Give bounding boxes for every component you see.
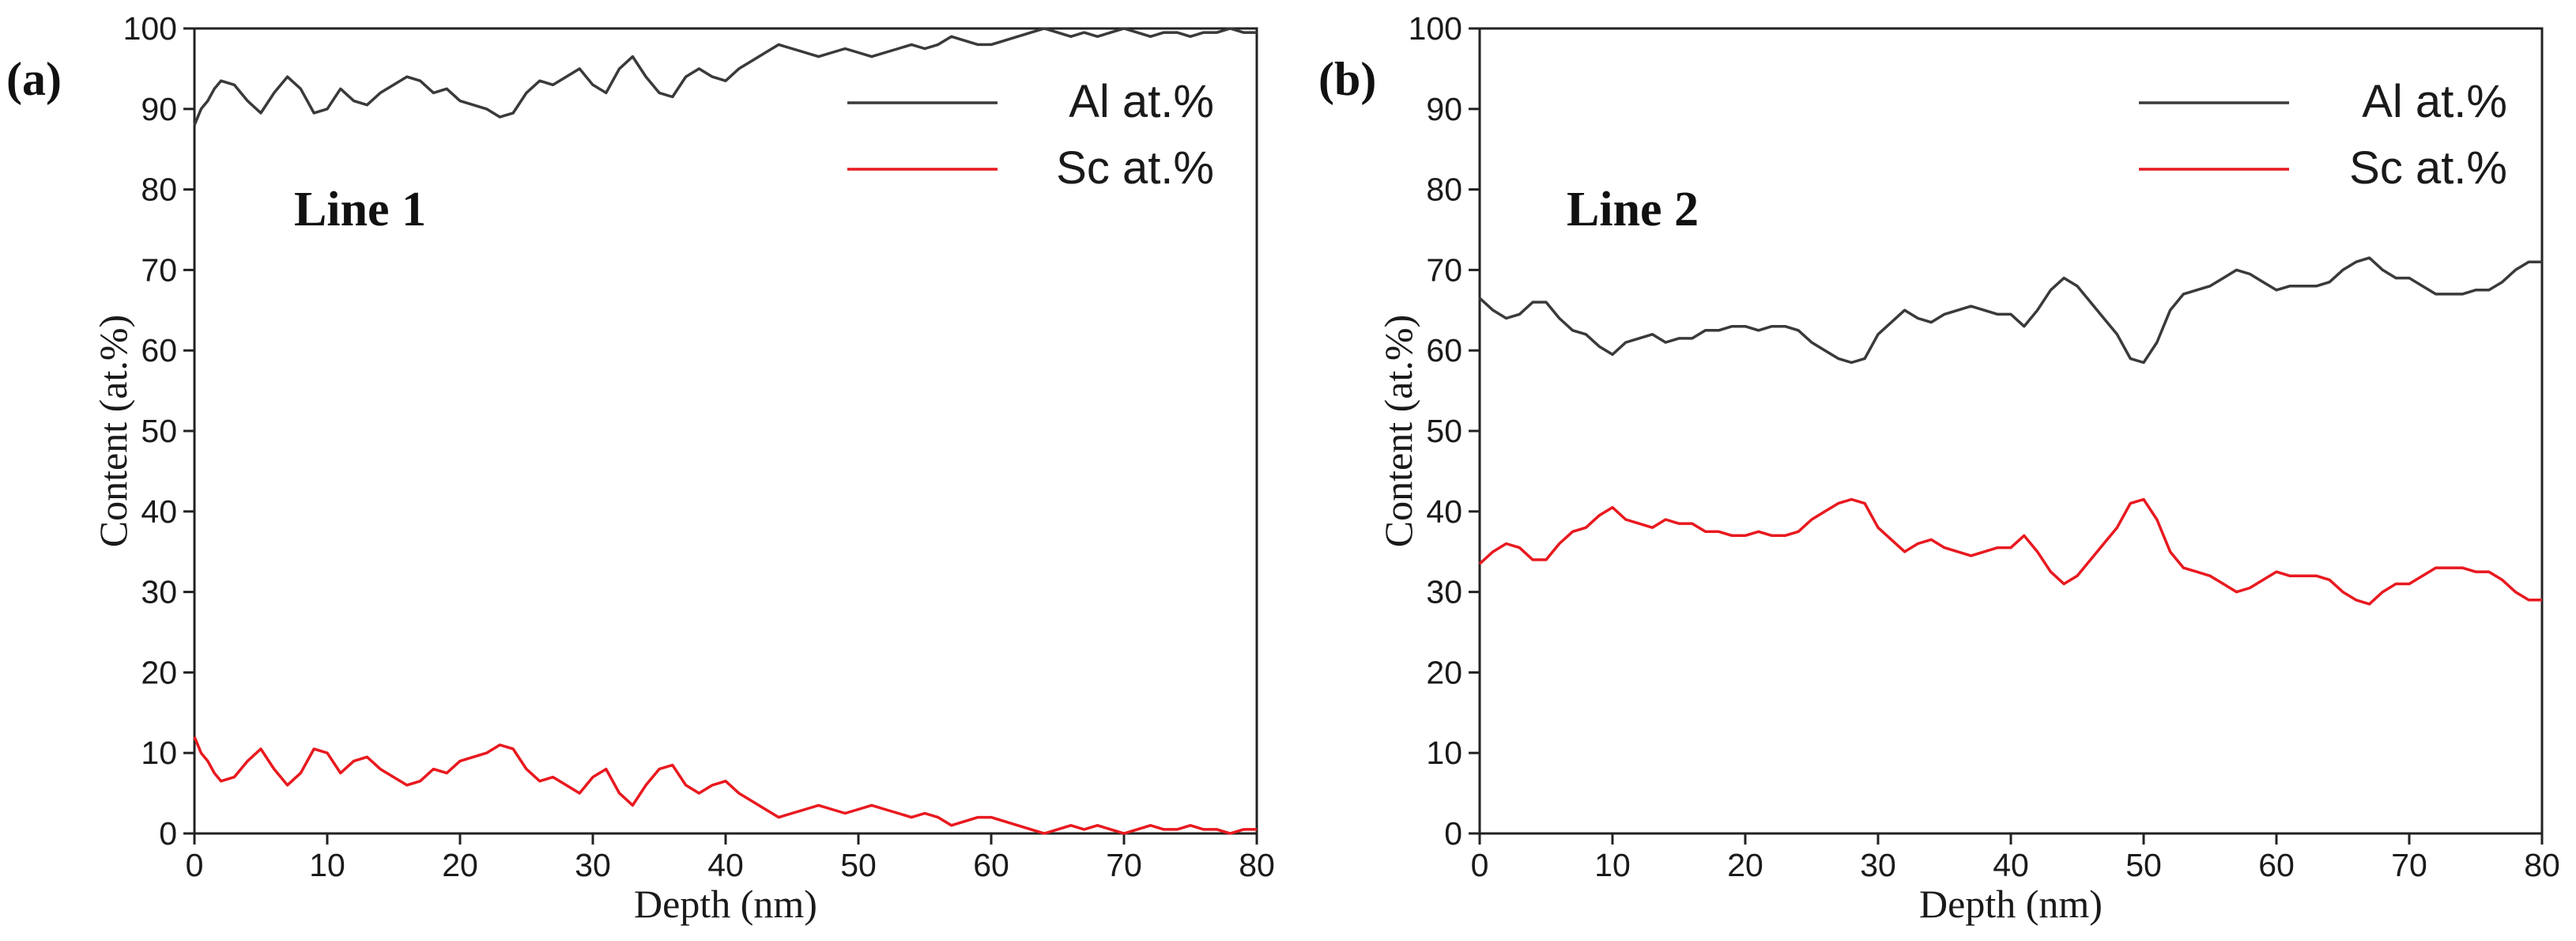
panel-a-y-tick-label: 90 — [141, 91, 177, 127]
panel-b-x-tick-label: 80 — [2524, 847, 2560, 883]
panel-a-y-tick-label: 30 — [141, 574, 177, 610]
panel-a-x-tick-label: 60 — [973, 847, 1009, 883]
panel-a-x-tick-label: 20 — [442, 847, 478, 883]
panel-a-y-tick-label: 100 — [123, 10, 177, 47]
panel-b-label: (b) — [1318, 53, 1376, 105]
panel-b-y-tick-label: 60 — [1426, 332, 1462, 368]
panel-a-x-tick-label: 80 — [1239, 847, 1275, 883]
panel-b-annotation: Line 2 — [1567, 183, 1699, 236]
panel-a-chart: 0 10 20 30 40 50 60 70 80 90 100 0 10 20 30 40 50 60 70 80 D… — [6, 10, 1275, 926]
panel-b-y-tick-label: 100 — [1409, 10, 1462, 47]
panel-b-y-tick-label: 50 — [1426, 413, 1462, 449]
panel-b-y-tick-label: 20 — [1426, 654, 1462, 690]
panel-b-y-tick-label: 90 — [1426, 91, 1462, 127]
panel-a-label: (a) — [6, 53, 62, 105]
panel-b-x-tick-label: 50 — [2125, 847, 2162, 883]
panel-a-y-tick-label: 60 — [141, 332, 177, 368]
panel-a-y-tick-label: 80 — [141, 172, 177, 208]
panel-b-x-tick-label: 30 — [1860, 847, 1896, 883]
panel-a-x-axis-title: Depth (nm) — [634, 882, 817, 926]
panel-b-series-sc-line — [1478, 497, 2542, 606]
panel-b-x-tick-label: 70 — [2391, 847, 2427, 883]
panel-a-y-tick-label: 10 — [141, 735, 177, 771]
panel-a-y-axis-title: Content (at.%) — [91, 315, 135, 547]
panel-b-y-tick-label: 40 — [1426, 493, 1462, 530]
panel-a-y-tick-label: 40 — [141, 493, 177, 530]
panel-a-annotation: Line 1 — [294, 183, 426, 236]
panel-b-x-tick-label: 0 — [1471, 847, 1489, 883]
panel-b-chart: 0 10 20 30 40 50 60 70 80 90 100 0 10 20 30 40 50 60 70 80 D… — [1318, 10, 2560, 926]
panel-a-x-tick-label: 70 — [1106, 847, 1142, 883]
panel-a-x-tick-label: 0 — [186, 847, 204, 883]
panel-b-y-tick-label: 30 — [1426, 574, 1462, 610]
panel-a-x-tick-label: 30 — [575, 847, 611, 883]
panel-a-x-tick-label: 10 — [309, 847, 345, 883]
panel-b-y-tick-label: 80 — [1426, 172, 1462, 208]
panel-a-x-tick-label: 50 — [840, 847, 877, 883]
panel-a-y-tick-label: 70 — [141, 251, 177, 288]
panel-b-x-tick-label: 10 — [1594, 847, 1631, 883]
panel-b-y-tick-label: 10 — [1426, 735, 1462, 771]
panel-a-legend-label-sc: Sc at.% — [1056, 142, 1214, 194]
panel-b-y-tick-label: 0 — [1444, 815, 1462, 852]
panel-a-y-tick-label: 50 — [141, 413, 177, 449]
panel-a-y-tick-label: 20 — [141, 654, 177, 690]
panel-a-series-al-line — [193, 27, 1257, 126]
panel-b-legend-label-sc: Sc at.% — [2349, 142, 2507, 194]
panel-a-legend-label-al: Al at.% — [1069, 76, 1214, 127]
panel-b-x-tick-label: 60 — [2258, 847, 2295, 883]
panel-b-x-tick-label: 40 — [1993, 847, 2029, 883]
panel-a-x-tick-label: 40 — [707, 847, 744, 883]
panel-b-series-al-line — [1478, 256, 2542, 365]
panel-b-legend-label-al: Al at.% — [2362, 76, 2507, 127]
panel-b-y-tick-label: 70 — [1426, 251, 1462, 288]
panel-a-series-sc-line — [193, 736, 1257, 835]
panel-b-y-axis-title: Content (at.%) — [1376, 315, 1420, 547]
panel-b-x-axis-title: Depth (nm) — [1919, 882, 2103, 926]
panel-b-x-tick-label: 20 — [1727, 847, 1763, 883]
panel-a-y-tick-label: 0 — [159, 815, 177, 852]
